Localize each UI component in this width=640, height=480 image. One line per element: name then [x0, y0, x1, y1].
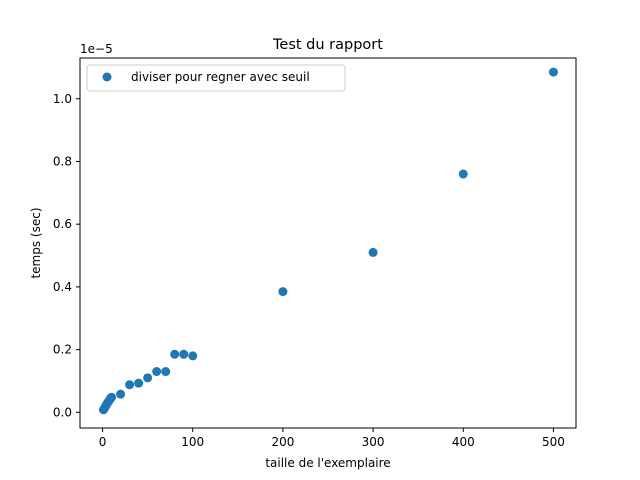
data-point [134, 378, 144, 388]
data-points [98, 67, 558, 415]
data-point [188, 351, 198, 361]
data-point [179, 349, 189, 359]
data-point [278, 287, 288, 297]
y-tick-label: 0.8 [53, 154, 72, 168]
legend-box [86, 64, 346, 92]
legend-entry-label: diviser pour regner avec seuil [131, 70, 310, 84]
y-tick-label: 0.6 [53, 217, 72, 231]
x-tick-label: 400 [452, 435, 475, 449]
data-point [152, 367, 162, 377]
x-tick-label: 0 [99, 435, 107, 449]
y-tick-label: 0.2 [53, 343, 72, 357]
y-axis-label: temps (sec) [29, 207, 43, 278]
data-point [548, 67, 558, 77]
x-tick-label: 300 [362, 435, 385, 449]
data-point [143, 373, 153, 383]
x-tick-label: 100 [181, 435, 204, 449]
data-point [116, 389, 126, 399]
y-tick-label: 1.0 [53, 92, 72, 106]
data-point [161, 367, 171, 377]
data-point [368, 247, 378, 257]
x-axis-label: taille de l'exemplaire [265, 456, 390, 470]
data-point [107, 392, 117, 402]
legend: diviser pour regner avec seuil [86, 64, 346, 92]
y-offset-label: 1e−5 [80, 42, 113, 56]
x-axis-ticks: 0 100 200 300 400 500 [99, 428, 565, 449]
chart-title: Test du rapport [272, 37, 383, 53]
data-point [125, 380, 135, 390]
y-tick-label: 0.4 [53, 280, 72, 294]
data-point [170, 349, 180, 359]
x-tick-label: 200 [271, 435, 294, 449]
plot-area-frame [79, 57, 577, 429]
legend-marker [102, 72, 112, 82]
data-point [458, 169, 468, 179]
y-axis-ticks: 0.0 0.2 0.4 0.6 0.8 1.0 [53, 92, 80, 419]
y-tick-label: 0.0 [53, 405, 72, 419]
x-tick-label: 500 [542, 435, 565, 449]
